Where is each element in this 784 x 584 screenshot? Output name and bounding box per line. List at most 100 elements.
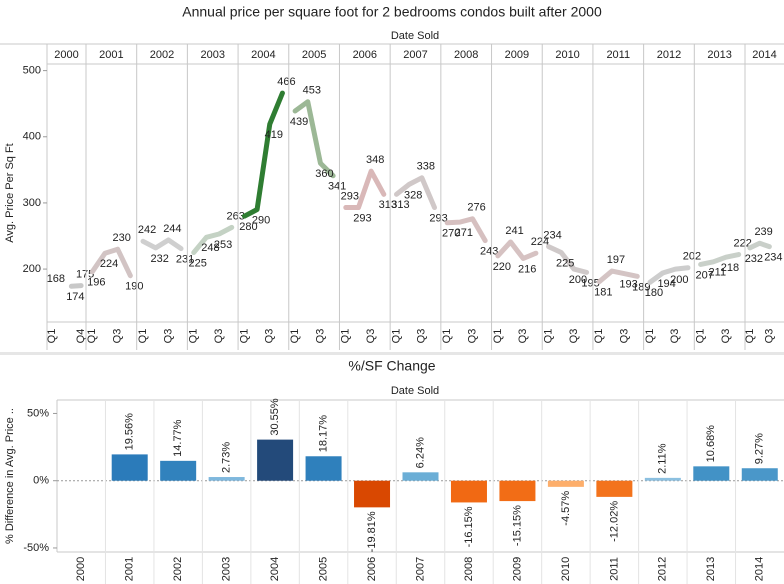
data-label: 180 — [645, 287, 663, 299]
x-tick-label: Q1 — [340, 329, 352, 344]
data-label: 9.27% — [754, 433, 766, 464]
panel-header: 2010 — [555, 49, 579, 61]
data-label: 189 — [632, 281, 650, 293]
price-line — [647, 265, 691, 285]
data-label: 197 — [607, 254, 625, 266]
panel-header: 2002 — [150, 49, 174, 61]
data-label: 196 — [87, 277, 105, 289]
bar — [450, 480, 487, 503]
data-label: 14.77% — [172, 419, 184, 457]
price-line — [596, 268, 640, 285]
x-tick-label: Q1 — [188, 329, 200, 344]
x-tick-label: 2001 — [124, 557, 136, 581]
x-tick-label: Q3 — [112, 329, 124, 344]
bar — [499, 480, 536, 502]
data-label: 6.24% — [414, 437, 426, 468]
data-label: 2.11% — [657, 443, 669, 474]
data-label: 174 — [66, 291, 84, 303]
data-label: -19.81% — [366, 511, 378, 552]
x-tick-label: 2002 — [172, 557, 184, 581]
panel-header: 2014 — [752, 49, 776, 61]
data-label: 10.68% — [705, 425, 717, 463]
data-label: 193 — [619, 279, 637, 291]
data-label: 360 — [315, 168, 333, 180]
data-label: 328 — [404, 189, 422, 201]
x-axis-title: Date Sold — [391, 30, 439, 42]
x-tick-label: Q1 — [492, 329, 504, 344]
data-label: 200 — [569, 274, 587, 286]
data-label: 190 — [125, 281, 143, 293]
x-tick-label: Q3 — [669, 329, 681, 344]
price-line — [68, 283, 84, 289]
x-tick-label: 2008 — [463, 557, 475, 581]
x-tick-label: Q4 — [75, 329, 87, 344]
x-tick-label: Q3 — [314, 329, 326, 344]
x-tick-label: 2014 — [754, 557, 766, 581]
data-label: 293 — [429, 212, 447, 224]
panel-header: 2008 — [454, 49, 478, 61]
data-label: 181 — [594, 287, 612, 299]
panel-header: 2013 — [707, 49, 731, 61]
x-tick-label: 2003 — [221, 557, 233, 581]
x-tick-label: 2013 — [705, 557, 717, 581]
data-label: 230 — [113, 232, 131, 244]
bar — [208, 477, 245, 481]
bar — [354, 480, 391, 508]
x-tick-label: Q3 — [466, 329, 478, 344]
price-line — [747, 240, 772, 251]
price-line — [241, 90, 285, 219]
data-label: 168 — [47, 273, 65, 285]
data-label: 338 — [417, 161, 435, 173]
data-label: 242 — [138, 224, 156, 236]
bar — [111, 454, 148, 481]
price-line — [140, 237, 184, 252]
x-tick-label: Q1 — [46, 329, 58, 344]
x-tick-label: Q3 — [763, 329, 775, 344]
data-label: 313 — [391, 199, 409, 211]
price-line — [191, 224, 235, 256]
panel-header: 2005 — [302, 49, 326, 61]
x-tick-label: 2009 — [511, 557, 523, 581]
x-tick-label: Q3 — [568, 329, 580, 344]
panel-header: 2011 — [606, 49, 630, 61]
x-tick-label: 2006 — [366, 557, 378, 581]
x-tick-label: Q3 — [720, 329, 732, 344]
x-tick-label: Q1 — [238, 329, 250, 344]
x-tick-label: Q1 — [593, 329, 605, 344]
y-axis-title: Avg. Price Per Sq Ft — [4, 143, 16, 242]
data-label: 18.17% — [317, 415, 329, 453]
data-label: 19.56% — [124, 413, 136, 451]
y-tick-label: 500 — [23, 65, 41, 77]
data-label: 175 — [76, 269, 94, 281]
data-label: 280 — [239, 221, 257, 233]
data-label: 224 — [100, 258, 118, 270]
data-label: 248 — [201, 242, 219, 254]
data-label: 290 — [252, 214, 270, 226]
bar — [644, 477, 681, 481]
chart-title: Annual price per square foot for 2 bedro… — [182, 4, 602, 20]
bar — [741, 468, 778, 481]
divider — [0, 352, 784, 355]
bar — [160, 460, 197, 481]
data-label: 2.73% — [221, 442, 233, 473]
bar — [693, 466, 730, 481]
price-line — [444, 216, 488, 244]
data-label: 211 — [709, 267, 727, 279]
x-tick-label: Q1 — [695, 329, 707, 344]
data-label: -16.15% — [463, 506, 475, 547]
data-label: 348 — [366, 154, 384, 166]
y-tick-label: 0% — [33, 475, 49, 487]
y-tick-label: 200 — [23, 263, 41, 275]
bar — [305, 456, 342, 481]
x-tick-label: Q1 — [542, 329, 554, 344]
panel-header: 2007 — [403, 49, 427, 61]
x-tick-label: Q3 — [365, 329, 377, 344]
data-label: -12.02% — [608, 501, 620, 542]
data-label: 216 — [518, 263, 536, 275]
y-tick-label: -50% — [23, 542, 49, 554]
bar — [547, 480, 584, 487]
price-line — [393, 175, 438, 211]
panel-header: 2004 — [251, 49, 275, 61]
data-label: 234 — [764, 251, 782, 263]
